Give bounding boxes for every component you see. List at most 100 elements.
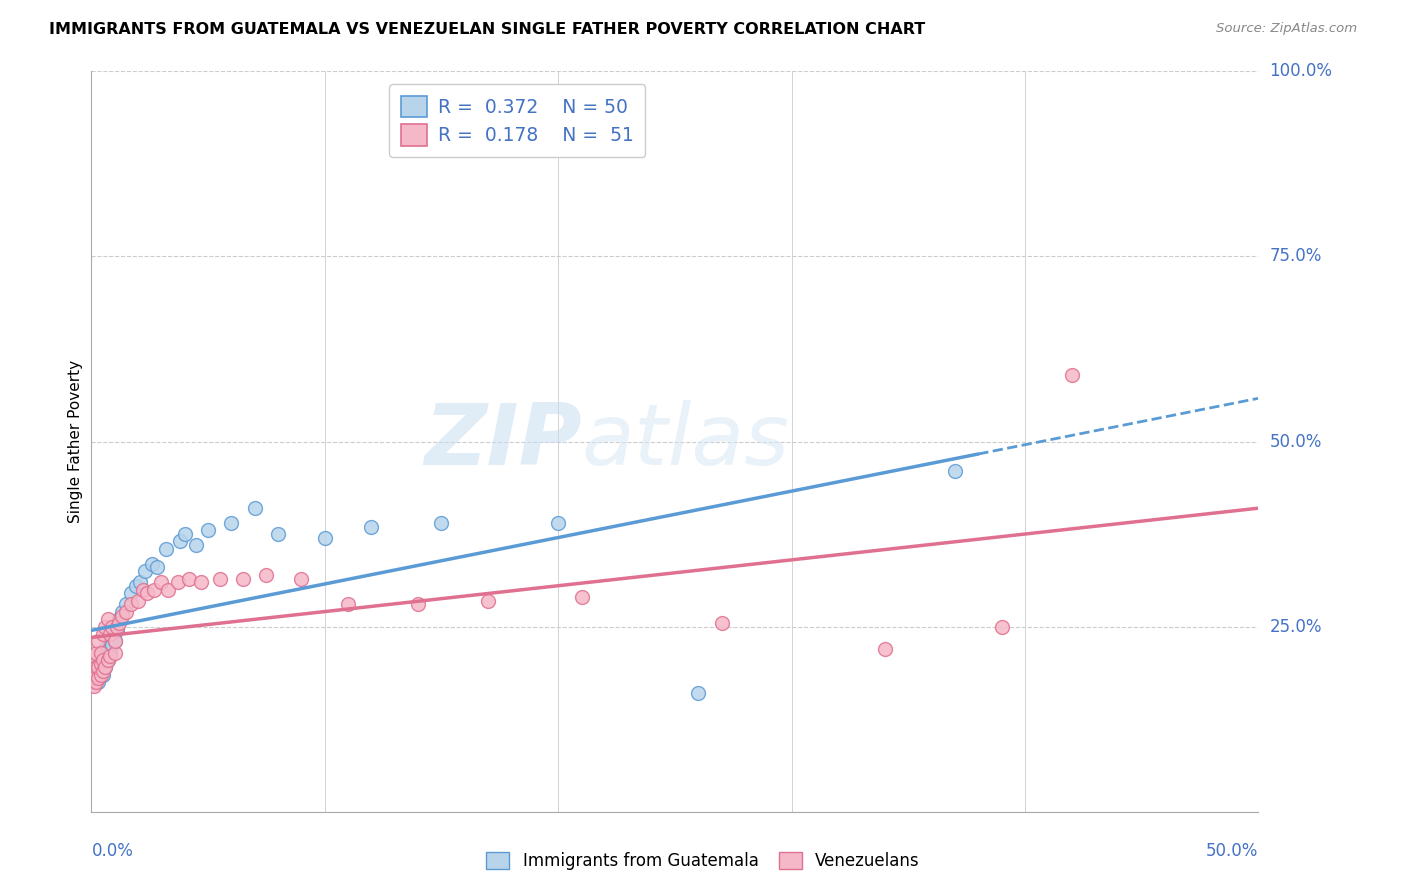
Point (136, 586, 159, 600)
Point (132, 582, 155, 597)
Point (84, 667, 107, 681)
Point (91, 664, 114, 678)
Point (94, 660, 117, 674)
Text: 0.0%: 0.0% (91, 842, 134, 860)
Point (430, 516, 453, 530)
Point (267, 527, 290, 541)
Point (83, 672, 105, 686)
Point (111, 605, 134, 619)
Point (943, 464, 966, 478)
Point (134, 564, 156, 578)
Point (83, 667, 105, 681)
Point (145, 560, 167, 574)
Text: 75.0%: 75.0% (1270, 247, 1322, 266)
Point (360, 519, 382, 533)
Point (197, 524, 219, 538)
Point (87, 649, 110, 664)
Point (84, 657, 107, 671)
Point (141, 557, 163, 571)
Point (94, 641, 117, 656)
Point (101, 638, 124, 652)
Point (87, 634, 110, 648)
Point (101, 627, 124, 641)
Point (173, 527, 195, 541)
Point (87, 675, 110, 690)
Point (990, 619, 1012, 633)
Point (314, 531, 336, 545)
Legend: R =  0.372    N = 50, R =  0.178    N =  51: R = 0.372 N = 50, R = 0.178 N = 51 (389, 85, 645, 157)
Point (155, 541, 177, 556)
Point (87, 664, 110, 678)
Point (115, 598, 138, 612)
Point (710, 615, 733, 630)
Point (104, 634, 127, 648)
Point (547, 516, 569, 530)
Point (105, 624, 128, 638)
Point (101, 619, 124, 633)
Point (90, 667, 112, 681)
Point (87, 660, 110, 674)
Point (243, 501, 266, 516)
Point (94, 660, 117, 674)
Point (90, 664, 112, 678)
Y-axis label: Single Father Poverty: Single Father Poverty (67, 360, 83, 523)
Point (90, 657, 112, 671)
Point (84, 667, 107, 681)
Point (97, 612, 120, 626)
Point (98, 646, 121, 660)
Point (337, 598, 360, 612)
Point (108, 615, 131, 630)
Point (406, 598, 429, 612)
Point (290, 572, 312, 586)
Point (94, 649, 117, 664)
Point (105, 619, 128, 633)
Point (104, 619, 127, 633)
Point (1060, 368, 1083, 382)
Point (90, 646, 112, 660)
Point (91, 653, 114, 667)
Text: ZIP: ZIP (423, 400, 582, 483)
Point (150, 575, 173, 590)
Point (256, 567, 278, 582)
Point (90, 657, 112, 671)
Text: 50.0%: 50.0% (1270, 433, 1322, 450)
Point (97, 653, 120, 667)
Text: 100.0%: 100.0% (1270, 62, 1333, 80)
Point (94, 619, 117, 633)
Point (87, 672, 110, 686)
Point (97, 653, 120, 667)
Point (84, 660, 107, 674)
Point (83, 649, 105, 664)
Point (84, 675, 107, 690)
Point (91, 657, 114, 671)
Point (166, 575, 188, 590)
Point (125, 579, 148, 593)
Point (97, 641, 120, 656)
Point (84, 646, 107, 660)
Point (104, 646, 127, 660)
Text: 25.0%: 25.0% (1270, 617, 1322, 636)
Text: atlas: atlas (582, 400, 790, 483)
Point (157, 582, 180, 597)
Point (186, 538, 208, 552)
Point (208, 572, 231, 586)
Point (91, 627, 114, 641)
Point (190, 575, 212, 590)
Point (98, 634, 121, 648)
Point (571, 590, 593, 604)
Point (143, 582, 166, 597)
Point (169, 534, 191, 549)
Point (129, 575, 152, 590)
Point (120, 598, 142, 612)
Text: Source: ZipAtlas.com: Source: ZipAtlas.com (1216, 22, 1357, 36)
Point (84, 675, 107, 690)
Point (179, 572, 201, 586)
Point (120, 586, 142, 600)
Point (688, 686, 710, 700)
Point (83, 675, 105, 690)
Point (477, 593, 499, 607)
Text: 50.0%: 50.0% (1206, 842, 1258, 860)
Point (83, 679, 105, 693)
Text: IMMIGRANTS FROM GUATEMALA VS VENEZUELAN SINGLE FATHER POVERTY CORRELATION CHART: IMMIGRANTS FROM GUATEMALA VS VENEZUELAN … (49, 22, 925, 37)
Point (91, 667, 114, 681)
